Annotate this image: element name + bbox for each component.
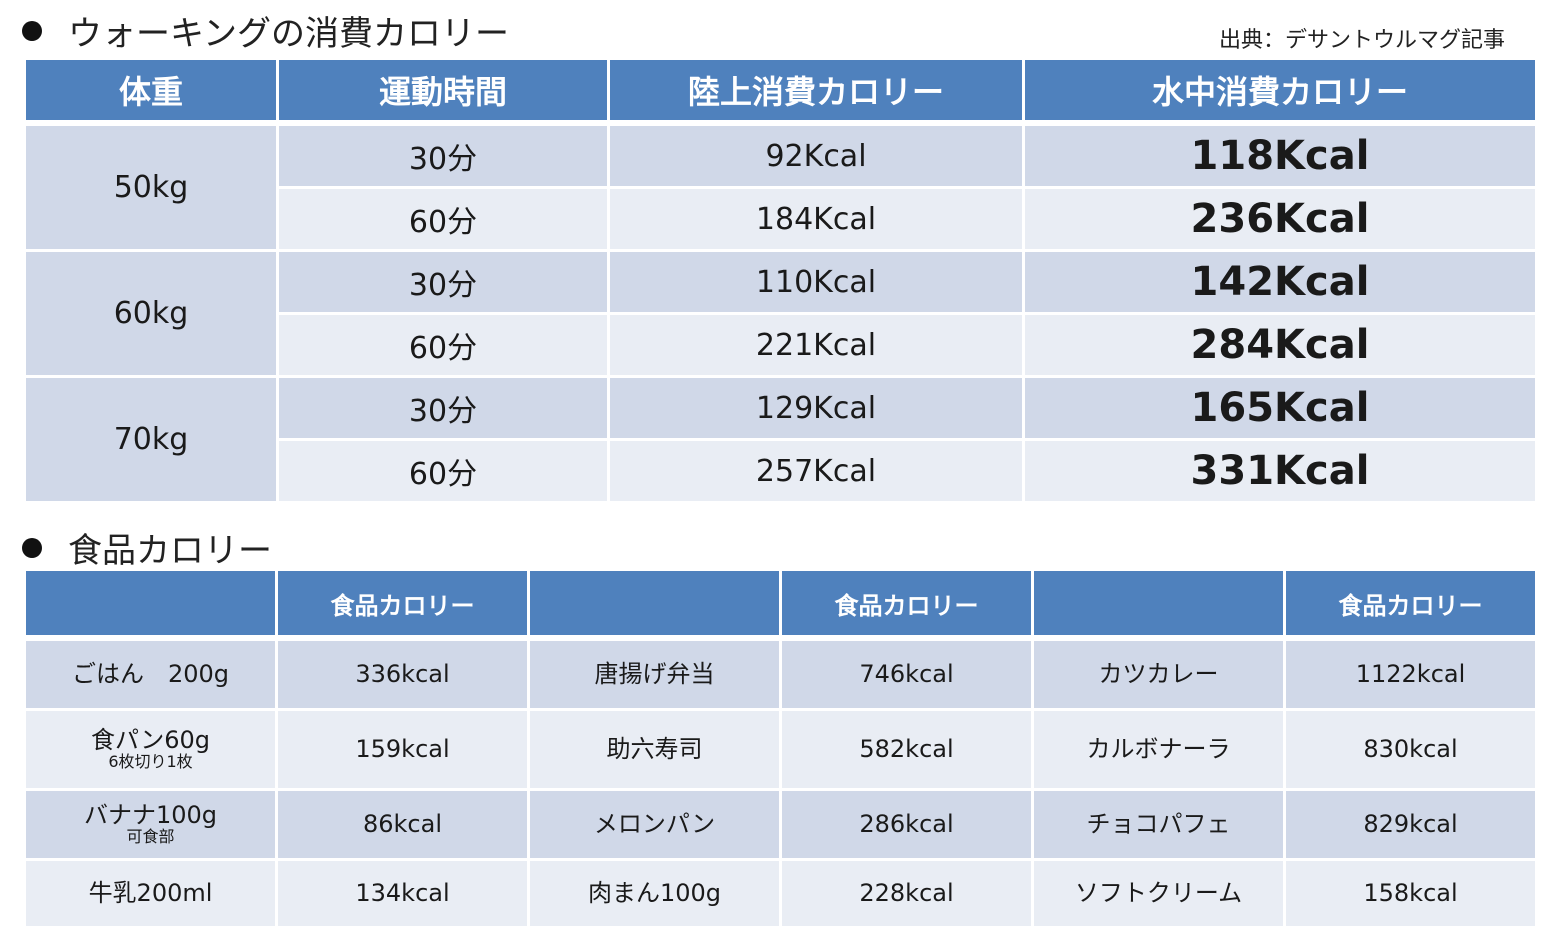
food-name-cell: 助六寿司 — [527, 707, 782, 791]
food-calorie-table: 食品カロリー 食品カロリー 食品カロリー ごはん 200g 336kcal 唐揚… — [23, 568, 1538, 929]
table-row: 牛乳200ml 134kcal 肉まん100g 228kcal ソフトクリーム … — [23, 857, 1538, 929]
time-cell: 60分 — [276, 438, 610, 504]
food-title-text: 食品カロリー — [68, 531, 272, 571]
time-cell: 60分 — [276, 186, 610, 252]
time-cell: 30分 — [276, 249, 610, 315]
walking-section-title: ウォーキングの消費カロリー — [22, 6, 509, 55]
food-section-title: 食品カロリー — [22, 523, 272, 572]
time-cell: 30分 — [276, 121, 610, 189]
food-name-cell: ごはん 200g — [23, 636, 278, 711]
land-calorie-cell: 110Kcal — [607, 249, 1025, 315]
walking-calorie-table: 体重 運動時間 陸上消費カロリー 水中消費カロリー 50kg 30分 92Kca… — [23, 57, 1538, 504]
food-name-cell: バナナ100g 可食部 — [23, 787, 278, 861]
header-water-calories: 水中消費カロリー — [1022, 57, 1538, 126]
table-header-row: 体重 運動時間 陸上消費カロリー 水中消費カロリー — [23, 57, 1538, 126]
food-name-cell: カルボナーラ — [1031, 707, 1286, 791]
header-food-calories: 食品カロリー — [779, 568, 1034, 641]
weight-cell: 70kg — [23, 375, 279, 504]
land-calorie-cell: 257Kcal — [607, 438, 1025, 504]
table-row: 70kg 30分 129Kcal 165Kcal — [23, 375, 1538, 504]
food-name-cell: チョコパフェ — [1031, 787, 1286, 861]
header-food-name — [23, 568, 278, 641]
table-row: 60分 257Kcal 331Kcal — [25, 438, 1538, 504]
table-row: 食パン60g 6枚切り1枚 159kcal 助六寿司 582kcal カルボナーラ… — [23, 707, 1538, 791]
table-row: ごはん 200g 336kcal 唐揚げ弁当 746kcal カツカレー 112… — [23, 636, 1538, 711]
table-row: 60kg 30分 110Kcal 142Kcal — [23, 249, 1538, 378]
table-row: バナナ100g 可食部 86kcal メロンパン 286kcal チョコパフェ 8… — [23, 787, 1538, 861]
water-calorie-cell: 284Kcal — [1022, 312, 1538, 378]
food-calorie-cell: 86kcal — [275, 787, 530, 861]
bullet-icon — [22, 537, 42, 558]
food-calorie-cell: 336kcal — [275, 636, 530, 711]
food-calorie-cell: 746kcal — [779, 636, 1034, 711]
food-name-cell: 唐揚げ弁当 — [527, 636, 782, 711]
water-calorie-cell: 236Kcal — [1022, 186, 1538, 252]
header-food-name — [1031, 568, 1286, 641]
header-food-calories: 食品カロリー — [1283, 568, 1538, 641]
weight-cell: 60kg — [23, 249, 279, 378]
land-calorie-cell: 184Kcal — [607, 186, 1025, 252]
walking-title-text: ウォーキングの消費カロリー — [68, 14, 509, 54]
land-calorie-cell: 221Kcal — [607, 312, 1025, 378]
table-row: 60分 221Kcal 284Kcal — [25, 312, 1538, 378]
food-calorie-cell: 228kcal — [779, 857, 1034, 929]
food-calorie-cell: 158kcal — [1283, 857, 1538, 929]
table-header-row: 食品カロリー 食品カロリー 食品カロリー — [23, 568, 1538, 641]
food-note: 可食部 — [126, 827, 175, 847]
food-calorie-cell: 582kcal — [779, 707, 1034, 791]
food-calorie-cell: 159kcal — [275, 707, 530, 791]
water-calorie-cell: 118Kcal — [1022, 121, 1538, 189]
food-name-cell: カツカレー — [1031, 636, 1286, 711]
water-calorie-cell: 142Kcal — [1022, 249, 1538, 315]
land-calorie-cell: 92Kcal — [607, 121, 1025, 189]
time-cell: 60分 — [276, 312, 610, 378]
food-name-cell: 食パン60g 6枚切り1枚 — [23, 707, 278, 791]
food-calorie-cell: 286kcal — [779, 787, 1034, 861]
time-cell: 30分 — [276, 375, 610, 441]
table-row: 60分 184Kcal 236Kcal — [25, 186, 1538, 252]
food-calorie-cell: 830kcal — [1283, 707, 1538, 791]
water-calorie-cell: 331Kcal — [1022, 438, 1538, 504]
header-food-name — [527, 568, 782, 641]
food-calorie-cell: 134kcal — [275, 857, 530, 929]
source-citation: 出典：デサントウルマグ記事 — [1218, 28, 1505, 53]
food-calorie-cell: 1122kcal — [1283, 636, 1538, 711]
food-name-cell: ソフトクリーム — [1031, 857, 1286, 929]
food-note: 6枚切り1枚 — [108, 752, 193, 772]
header-exercise-time: 運動時間 — [276, 57, 610, 126]
food-calorie-cell: 829kcal — [1283, 787, 1538, 861]
weight-cell: 50kg — [23, 121, 279, 252]
food-name-cell: メロンパン — [527, 787, 782, 861]
food-name-cell: 肉まん100g — [527, 857, 782, 929]
header-weight: 体重 — [23, 57, 279, 126]
header-food-calories: 食品カロリー — [275, 568, 530, 641]
land-calorie-cell: 129Kcal — [607, 375, 1025, 441]
water-calorie-cell: 165Kcal — [1022, 375, 1538, 441]
bullet-icon — [22, 20, 42, 41]
table-row: 50kg 30分 92Kcal 118Kcal — [23, 121, 1538, 252]
food-name-cell: 牛乳200ml — [23, 857, 278, 929]
header-land-calories: 陸上消費カロリー — [607, 57, 1025, 126]
